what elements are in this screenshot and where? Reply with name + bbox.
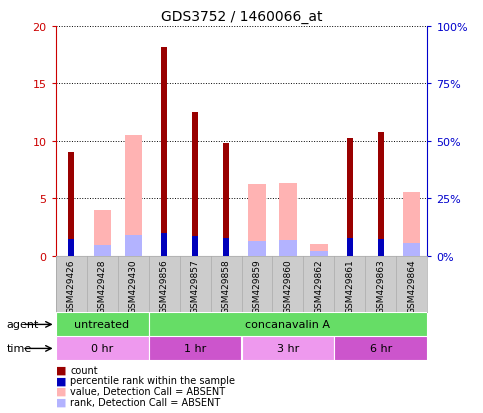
Bar: [125, 136, 142, 256]
Bar: [403, 243, 421, 256]
Text: percentile rank within the sample: percentile rank within the sample: [70, 375, 235, 385]
Text: GSM429858: GSM429858: [222, 259, 230, 313]
Bar: [161, 47, 168, 256]
Text: GSM429430: GSM429430: [128, 259, 138, 313]
Bar: [311, 251, 327, 256]
Text: ■: ■: [56, 397, 66, 407]
Text: GSM429856: GSM429856: [159, 259, 169, 313]
Bar: [56, 337, 149, 361]
Bar: [94, 210, 111, 256]
Bar: [192, 113, 199, 256]
Text: 1 hr: 1 hr: [184, 344, 206, 354]
Bar: [149, 313, 427, 337]
Bar: [125, 236, 142, 256]
Text: time: time: [6, 344, 31, 354]
Bar: [68, 240, 74, 256]
Bar: [403, 193, 421, 256]
Bar: [311, 244, 327, 256]
Text: ■: ■: [56, 386, 66, 396]
Bar: [161, 234, 168, 256]
Bar: [192, 237, 199, 256]
Bar: [378, 132, 384, 256]
Bar: [335, 337, 427, 361]
Text: ■: ■: [56, 365, 66, 375]
Text: value, Detection Call = ABSENT: value, Detection Call = ABSENT: [70, 386, 225, 396]
Text: GSM429864: GSM429864: [408, 259, 416, 313]
Text: GSM429428: GSM429428: [98, 259, 107, 313]
Text: count: count: [70, 365, 98, 375]
Bar: [280, 240, 297, 256]
Text: GSM429426: GSM429426: [67, 259, 75, 313]
Text: GSM429861: GSM429861: [345, 259, 355, 313]
Bar: [280, 184, 297, 256]
Text: rank, Detection Call = ABSENT: rank, Detection Call = ABSENT: [70, 397, 220, 407]
Bar: [94, 246, 111, 256]
Bar: [223, 238, 229, 256]
Bar: [242, 337, 334, 361]
Bar: [68, 153, 74, 256]
Text: GSM429860: GSM429860: [284, 259, 293, 313]
Text: GSM429859: GSM429859: [253, 259, 261, 313]
Bar: [347, 239, 354, 256]
Text: ■: ■: [56, 375, 66, 385]
Text: GDS3752 / 1460066_at: GDS3752 / 1460066_at: [161, 10, 322, 24]
Text: GSM429857: GSM429857: [190, 259, 199, 313]
Text: 6 hr: 6 hr: [370, 344, 392, 354]
Text: 0 hr: 0 hr: [91, 344, 113, 354]
Text: 3 hr: 3 hr: [277, 344, 299, 354]
Text: untreated: untreated: [74, 320, 129, 330]
Text: GSM429863: GSM429863: [376, 259, 385, 313]
Bar: [56, 313, 149, 337]
Bar: [248, 185, 266, 256]
Text: agent: agent: [6, 320, 39, 330]
Text: GSM429862: GSM429862: [314, 259, 324, 313]
Bar: [347, 139, 354, 256]
Bar: [248, 241, 266, 256]
Bar: [149, 337, 242, 361]
Bar: [378, 240, 384, 256]
Text: concanavalin A: concanavalin A: [245, 320, 330, 330]
Bar: [223, 144, 229, 256]
